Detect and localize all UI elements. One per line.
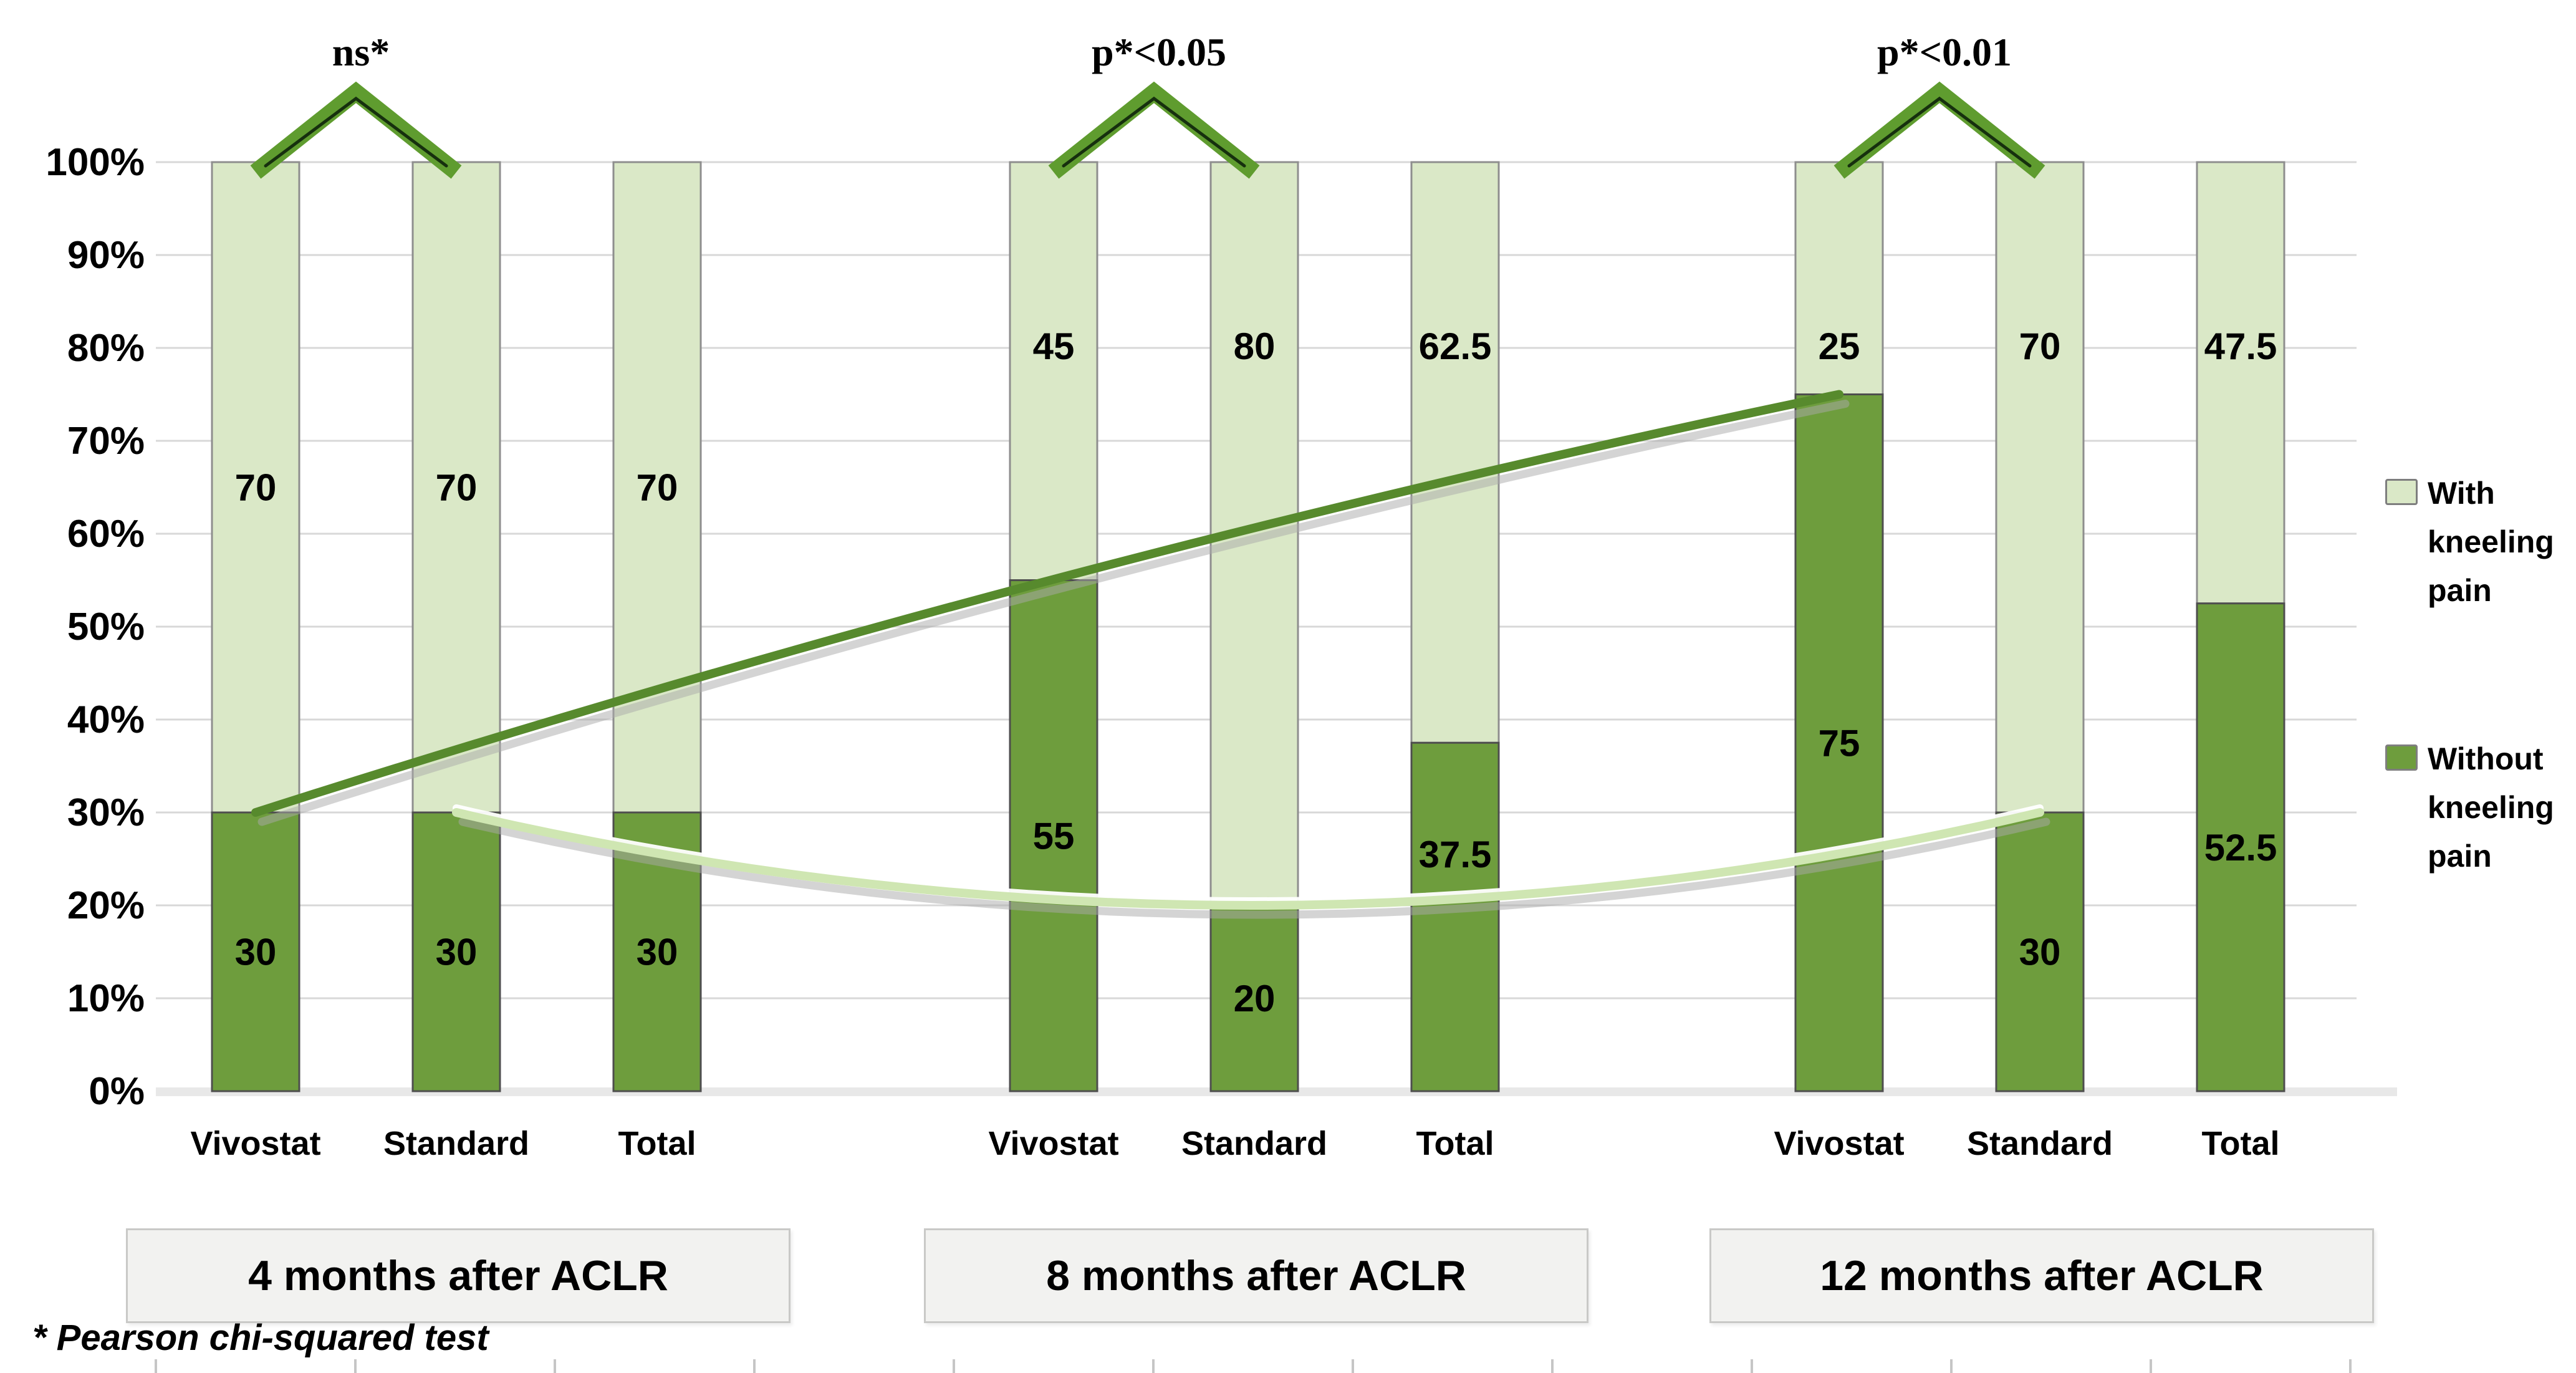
segment-value-label: 70 [2019, 325, 2061, 367]
segment-value-label: 70 [637, 467, 678, 509]
y-axis-tick-label: 50% [67, 605, 145, 648]
legend-item-label: With kneeling pain [2428, 476, 2554, 608]
segment-value-label: 45 [1033, 325, 1075, 367]
group-period-label: 12 months after ACLR [1709, 1228, 2374, 1323]
segment-value-label: 47.5 [2204, 325, 2277, 367]
y-axis-tick-label: 0% [89, 1070, 145, 1113]
bar-with-kneeling-pain-segment [1995, 161, 2085, 814]
bar-without-kneeling-pain-segment [1410, 741, 1500, 1092]
bar-without-kneeling-pain-segment [1794, 393, 1884, 1092]
significance-bracket [250, 81, 462, 179]
category-label: Vivostat [1774, 1125, 1904, 1162]
segment-value-label: 25 [1819, 325, 1860, 367]
y-axis-tick-label: 100% [46, 141, 145, 184]
legend-item-label: Without kneeling pain [2428, 741, 2554, 874]
category-label: Vivostat [190, 1125, 320, 1162]
y-axis-tick-label: 70% [67, 420, 145, 463]
category-label: Standard [383, 1125, 529, 1162]
trend-line-shadow [257, 400, 1850, 826]
segment-value-label: 80 [1234, 325, 1276, 367]
category-label: Total [2202, 1125, 2280, 1162]
category-label: Standard [1967, 1125, 2113, 1162]
significance-bracket-inner-line [264, 96, 448, 168]
bar-without-kneeling-pain-segment [2196, 602, 2285, 1092]
significance-label: ns* [332, 30, 390, 74]
chart-footnote: * Pearson chi-squared test [32, 1318, 489, 1358]
bar-with-kneeling-pain-segment [211, 161, 300, 814]
segment-value-label: 20 [1234, 978, 1276, 1019]
bar-with-kneeling-pain-segment [411, 161, 501, 814]
significance-label: p*<0.05 [1092, 30, 1226, 74]
segment-value-label: 70 [235, 467, 277, 509]
y-axis-tick-label: 10% [67, 977, 145, 1020]
category-label: Total [1416, 1125, 1494, 1162]
legend-color-swatch [2385, 744, 2418, 771]
significance-label: p*<0.01 [1877, 30, 2012, 74]
y-axis-tick-label: 60% [67, 513, 145, 556]
bar-with-kneeling-pain-segment [1009, 161, 1098, 581]
group-period-label: 8 months after ACLR [924, 1228, 1588, 1323]
category-label: Vivostat [988, 1125, 1118, 1162]
segment-value-label: 62.5 [1419, 325, 1492, 367]
trend-line-without-pain-vivostat [251, 390, 1843, 817]
segment-value-label: 30 [436, 932, 478, 973]
bar-with-kneeling-pain-segment [2196, 161, 2285, 605]
y-axis-tick-label: 20% [67, 884, 145, 927]
bar-without-kneeling-pain-segment [411, 811, 501, 1092]
category-label: Total [618, 1125, 696, 1162]
segment-value-label: 37.5 [1419, 834, 1492, 875]
significance-bracket-inner-line [1847, 96, 2032, 168]
segment-value-label: 55 [1033, 815, 1075, 857]
bar-without-kneeling-pain-segment [1009, 579, 1098, 1092]
segment-value-label: 30 [235, 932, 277, 973]
y-axis-tick-label: 30% [67, 791, 145, 834]
segment-value-label: 30 [2019, 932, 2061, 973]
significance-bracket [1048, 81, 1260, 179]
bar-with-kneeling-pain-segment [1794, 161, 1884, 395]
y-axis-tick-label: 80% [67, 327, 145, 370]
segment-value-label: 75 [1819, 722, 1860, 764]
y-axis-tick-label: 40% [67, 698, 145, 741]
legend-item: Without kneeling pain [2385, 735, 2567, 880]
bar-without-kneeling-pain-segment [211, 811, 300, 1092]
legend-color-swatch [2385, 479, 2418, 505]
bar-without-kneeling-pain-segment [1209, 904, 1299, 1092]
group-period-label: 4 months after ACLR [126, 1228, 791, 1323]
category-label: Standard [1181, 1125, 1327, 1162]
trend-line-shadow [458, 817, 2050, 919]
legend-item: With kneeling pain [2385, 469, 2567, 615]
trend-line-without-pain-standard [452, 808, 2044, 910]
significance-bracket-inner-line [1062, 96, 1246, 168]
segment-value-label: 30 [637, 932, 678, 973]
bar-with-kneeling-pain-segment [612, 161, 702, 814]
y-axis-tick-label: 90% [67, 234, 145, 277]
bar-with-kneeling-pain-segment [1410, 161, 1500, 744]
segment-value-label: 70 [436, 467, 478, 509]
significance-bracket [1833, 81, 2045, 179]
segment-value-label: 52.5 [2204, 827, 2277, 869]
